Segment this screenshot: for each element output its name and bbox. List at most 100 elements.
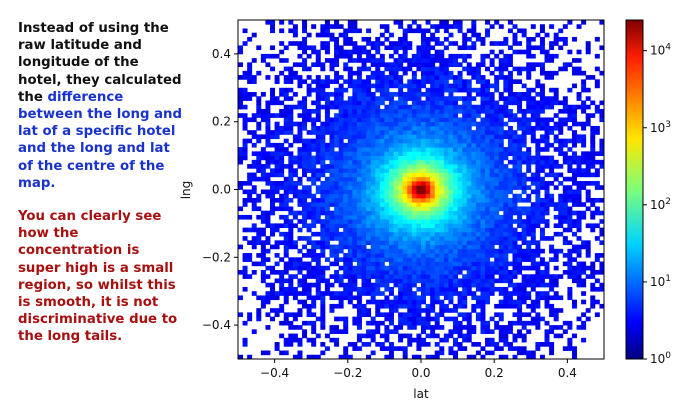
heatmap-cell-33-52 <box>388 134 394 140</box>
heatmap-cell-48-29 <box>457 231 463 237</box>
heatmap-cell-0-72 <box>238 49 243 55</box>
heatmap-cell-76-27 <box>585 240 591 245</box>
heatmap-cell-57-24 <box>498 253 504 258</box>
heatmap-cell-69-33 <box>553 214 559 220</box>
heatmap-cell-35-78 <box>398 24 404 29</box>
heatmap-cell-25-74 <box>352 41 358 46</box>
heatmap-cell-54-30 <box>485 227 491 233</box>
heatmap-cell-71-51 <box>562 138 568 144</box>
heatmap-cell-36-30 <box>402 227 408 233</box>
heatmap-cell-23-44 <box>343 168 349 173</box>
heatmap-cell-1-21 <box>242 265 248 271</box>
heatmap-cell-32-41 <box>384 181 390 186</box>
heatmap-cell-28-43 <box>366 172 372 178</box>
heatmap-cell-8-37 <box>274 197 280 203</box>
heatmap-cell-61-74 <box>517 41 523 46</box>
heatmap-cell-59-41 <box>507 181 513 186</box>
heatmap-cell-4-14 <box>256 295 262 301</box>
heatmap-cell-47-70 <box>453 58 459 63</box>
heatmap-cell-33-38 <box>388 193 394 199</box>
heatmap-cell-41-39 <box>425 189 431 195</box>
heatmap-cell-72-39 <box>567 189 573 195</box>
heatmap-cell-66-15 <box>539 291 545 296</box>
heatmap-cell-56-20 <box>494 270 500 275</box>
heatmap-cell-39-57 <box>416 113 422 118</box>
heatmap-cell-45-57 <box>443 113 449 118</box>
heatmap-cell-54-32 <box>485 219 491 224</box>
heatmap-cell-10-25 <box>283 248 289 254</box>
heatmap-cell-19-64 <box>324 83 330 89</box>
heatmap-cell-5-23 <box>260 257 266 262</box>
heatmap-cell-47-51 <box>453 138 459 144</box>
heatmap-cell-5-22 <box>260 261 266 267</box>
heatmap-cell-21-55 <box>334 121 340 127</box>
heatmap-cell-75-33 <box>581 214 587 220</box>
heatmap-cell-56-21 <box>494 265 500 271</box>
heatmap-cell-53-45 <box>480 164 486 169</box>
heatmap-cell-65-22 <box>535 261 541 267</box>
heatmap-cell-22-53 <box>338 130 344 135</box>
heatmap-cell-63-49 <box>526 147 532 152</box>
heatmap-cell-55-20 <box>489 270 495 275</box>
heatmap-cell-26-21 <box>356 265 362 271</box>
heatmap-cell-35-39 <box>398 189 404 195</box>
heatmap-cell-52-42 <box>475 176 481 182</box>
heatmap-cell-30-61 <box>375 96 381 101</box>
heatmap-cell-64-28 <box>530 236 536 241</box>
heatmap-cell-73-1 <box>571 350 577 356</box>
heatmap-cell-64-59 <box>530 104 536 110</box>
heatmap-cell-75-59 <box>581 104 587 110</box>
heatmap-cell-53-6 <box>480 329 486 334</box>
heatmap-cell-66-69 <box>539 62 545 68</box>
heatmap-cell-73-19 <box>571 274 577 279</box>
heatmap-cell-63-31 <box>526 223 532 229</box>
heatmap-cell-45-70 <box>443 58 449 63</box>
heatmap-cell-23-71 <box>343 53 349 59</box>
heatmap-cell-12-9 <box>292 316 298 322</box>
heatmap-cell-30-27 <box>375 240 381 245</box>
heatmap-cell-8-45 <box>274 164 280 169</box>
heatmap-cell-58-29 <box>503 231 509 237</box>
heatmap-cell-43-72 <box>434 49 440 55</box>
heatmap-cell-42-30 <box>430 227 436 233</box>
heatmap-cell-5-30 <box>260 227 266 233</box>
heatmap-cell-29-13 <box>370 299 376 305</box>
heatmap-cell-64-34 <box>530 210 536 216</box>
heatmap-cell-18-41 <box>320 181 326 186</box>
heatmap-cell-66-56 <box>539 117 545 123</box>
heatmap-cell-46-52 <box>448 134 454 140</box>
heatmap-cell-30-20 <box>375 270 381 275</box>
heatmap-cell-13-57 <box>297 113 303 118</box>
heatmap-cell-53-38 <box>480 193 486 199</box>
heatmap-cell-65-32 <box>535 219 541 224</box>
heatmap-cell-46-9 <box>448 316 454 322</box>
heatmap-cell-59-7 <box>507 325 513 330</box>
heatmap-cell-38-52 <box>411 134 417 140</box>
heatmap-cell-50-26 <box>466 244 472 250</box>
heatmap-cell-11-7 <box>288 325 294 330</box>
heatmap-cell-19-23 <box>324 257 330 262</box>
heatmap-cell-75-18 <box>581 278 587 284</box>
heatmap-cell-51-23 <box>471 257 477 262</box>
heatmap-cell-25-55 <box>352 121 358 127</box>
heatmap-cell-47-63 <box>453 87 459 93</box>
heatmap-cell-37-28 <box>407 236 413 241</box>
heatmap-cell-73-34 <box>571 210 577 216</box>
heatmap-cell-60-0 <box>512 354 518 359</box>
heatmap-cell-41-35 <box>425 206 431 212</box>
heatmap-cell-36-56 <box>402 117 408 123</box>
heatmap-cell-54-15 <box>485 291 491 296</box>
heatmap-cell-37-59 <box>407 104 413 110</box>
heatmap-cell-78-58 <box>594 108 600 114</box>
heatmap-cell-48-65 <box>457 79 463 84</box>
heatmap-cell-64-58 <box>530 108 536 114</box>
heatmap-cell-35-9 <box>398 316 404 322</box>
heatmap-cell-2-69 <box>247 62 253 68</box>
heatmap-cell-66-59 <box>539 104 545 110</box>
heatmap-cell-1-56 <box>242 117 248 123</box>
heatmap-cell-39-77 <box>416 28 422 34</box>
heatmap-cell-24-71 <box>347 53 353 59</box>
heatmap-cell-17-64 <box>315 83 321 89</box>
heatmap-cell-42-68 <box>430 66 436 72</box>
heatmap-cell-38-33 <box>411 214 417 220</box>
